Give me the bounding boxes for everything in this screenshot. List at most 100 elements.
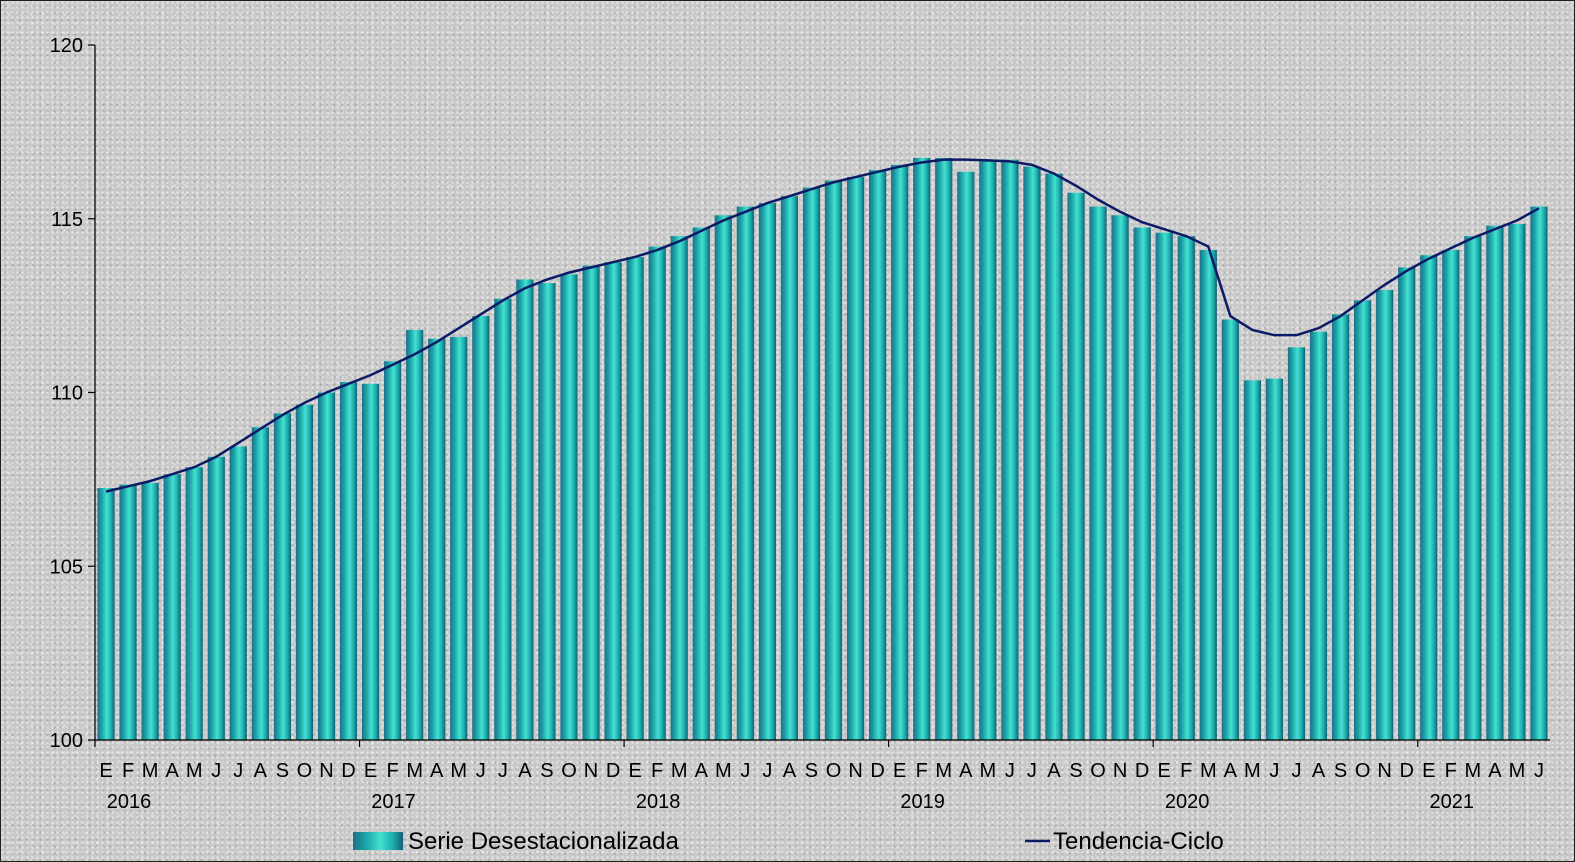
bar-2018-01 (626, 256, 644, 740)
x-month-label: E (99, 760, 112, 782)
bar-2016-02 (119, 484, 137, 740)
bar-2020-06 (1265, 378, 1284, 740)
x-month-label: J (476, 760, 486, 782)
y-tick-label: 115 (51, 209, 83, 231)
trend-line (105, 158, 1540, 493)
bar-2019-08 (1045, 173, 1063, 740)
x-month-label: A (430, 760, 444, 782)
bar-2017-07 (494, 298, 512, 740)
bar-2019-04 (957, 171, 975, 740)
bar-2018-03 (670, 236, 688, 740)
x-month-label: A (254, 760, 268, 782)
x-month-label: F (1180, 760, 1192, 782)
bar-2017-08 (516, 279, 534, 740)
bar-2016-05 (185, 467, 203, 740)
x-month-label: A (1224, 760, 1238, 782)
bar-2020-08 (1309, 331, 1328, 740)
x-month-label: M (142, 760, 159, 782)
x-month-label: E (893, 760, 906, 782)
bar-2020-11 (1376, 289, 1394, 740)
bar-2020-03 (1199, 250, 1217, 740)
bar-2018-10 (824, 180, 843, 740)
x-month-label: S (1069, 760, 1082, 782)
bar-2020-10 (1354, 300, 1372, 740)
x-month-label: A (695, 760, 709, 782)
legend: Serie Desestacionalizada Tendencia-Ciclo (353, 828, 1224, 855)
x-month-label: S (1334, 760, 1347, 782)
x-month-label: M (980, 760, 997, 782)
x-month-label: E (628, 760, 641, 782)
x-month-label: M (1465, 760, 1482, 782)
bar-2021-04 (1486, 225, 1504, 740)
x-month-label: F (122, 760, 134, 782)
x-month-label: J (762, 760, 772, 782)
x-month-label: A (783, 760, 797, 782)
bar-2019-12 (1133, 227, 1151, 740)
bar-2017-09 (538, 283, 556, 740)
x-month-label: N (1377, 760, 1391, 782)
bar-2020-04 (1221, 319, 1239, 740)
x-month-label: F (916, 760, 928, 782)
x-month-label: J (740, 760, 750, 782)
bar-2018-02 (648, 246, 666, 741)
bar-2017-12 (604, 262, 622, 740)
x-month-label: J (498, 760, 508, 782)
bar-2018-09 (802, 187, 821, 741)
legend-swatch-bars (353, 832, 403, 850)
x-month-label: N (1113, 760, 1127, 782)
bar-series (97, 157, 1548, 741)
x-month-label: M (671, 760, 688, 782)
x-month-label: E (1422, 760, 1435, 782)
axes (94, 45, 1550, 741)
x-month-label: N (848, 760, 862, 782)
bar-2016-11 (317, 392, 336, 740)
x-year-label: 2019 (900, 791, 945, 813)
x-month-label: M (406, 760, 423, 782)
bar-2017-03 (406, 329, 424, 740)
x-month-label: S (805, 760, 818, 782)
bar-2020-12 (1398, 267, 1416, 740)
x-month-label: E (1158, 760, 1171, 782)
bar-2016-06 (207, 456, 225, 740)
bar-2021-02 (1442, 250, 1460, 740)
bar-2020-07 (1287, 347, 1306, 740)
x-year-label: 2017 (371, 791, 416, 813)
bar-2017-06 (472, 316, 490, 740)
bar-2019-03 (935, 157, 953, 740)
bar-2021-05 (1508, 223, 1526, 740)
bar-2016-09 (273, 413, 291, 740)
x-month-label: M (1244, 760, 1261, 782)
x-month-label: D (870, 760, 884, 782)
x-month-label: M (450, 760, 467, 782)
legend-label-bars: Serie Desestacionalizada (408, 828, 679, 855)
x-month-label: A (1047, 760, 1061, 782)
x-month-label: F (387, 760, 399, 782)
x-month-label: O (1090, 760, 1106, 782)
y-tick-label: 120 (50, 35, 83, 57)
bar-2021-01 (1420, 255, 1438, 741)
bar-2017-10 (560, 274, 578, 740)
bar-2018-05 (714, 215, 732, 740)
bar-2020-02 (1177, 236, 1195, 740)
bar-2017-11 (582, 265, 600, 740)
x-month-label: J (1534, 760, 1544, 782)
y-tick-label: 110 (51, 383, 83, 405)
x-month-label: J (233, 760, 243, 782)
x-month-label: M (935, 760, 952, 782)
bar-2017-02 (384, 361, 402, 740)
bar-2018-08 (780, 196, 799, 741)
bar-2016-12 (339, 382, 358, 740)
bar-2019-02 (913, 157, 931, 740)
bar-2018-12 (869, 170, 887, 741)
bar-2021-06 (1530, 206, 1548, 740)
bar-2018-04 (692, 227, 710, 740)
x-month-label: J (211, 760, 221, 782)
bar-2019-06 (1001, 159, 1019, 741)
x-month-label: O (297, 760, 313, 782)
y-tick-label: 105 (50, 556, 83, 578)
bar-2017-05 (450, 336, 468, 740)
x-month-label: N (584, 760, 598, 782)
x-month-label: M (1200, 760, 1217, 782)
x-month-label: A (959, 760, 973, 782)
